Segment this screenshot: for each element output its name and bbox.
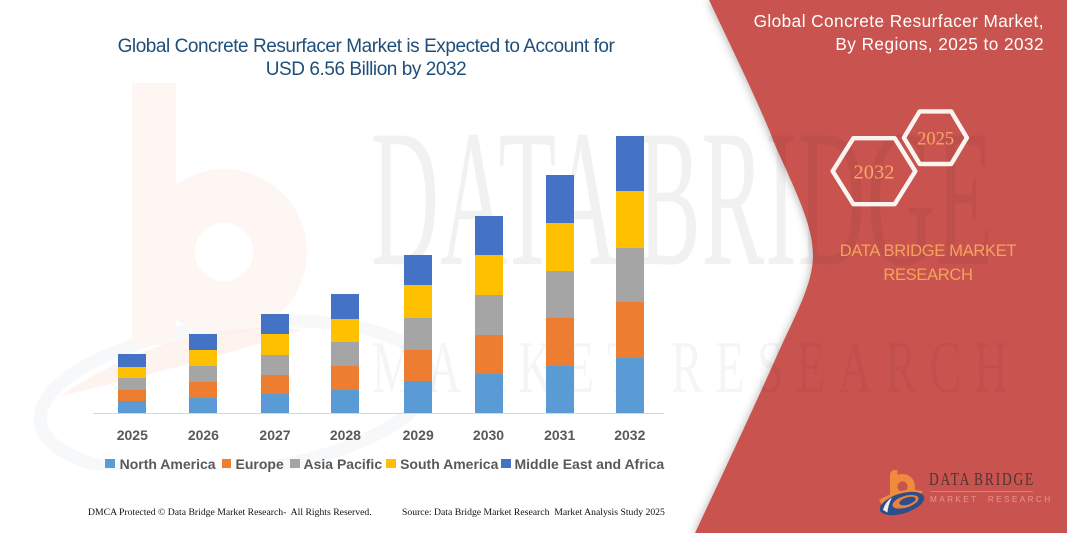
svg-text:2025: 2025 [917,130,954,150]
svg-text:2032: 2032 [854,162,895,184]
